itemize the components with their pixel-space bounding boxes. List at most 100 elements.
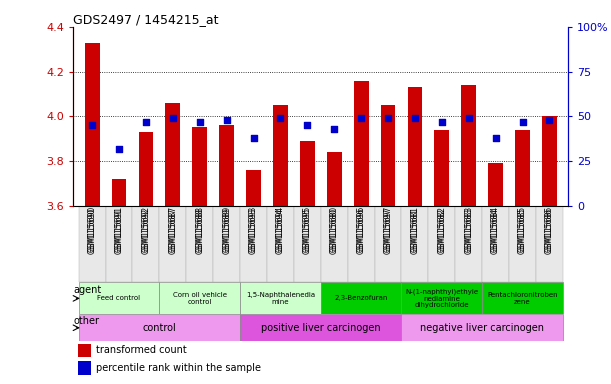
- Bar: [79, 206, 106, 282]
- Bar: [401, 282, 482, 314]
- Text: GSM115692: GSM115692: [141, 206, 150, 252]
- Text: N-(1-naphthyl)ethyle
nediamine
dihydrochloride: N-(1-naphthyl)ethyle nediamine dihydroch…: [405, 289, 478, 308]
- Bar: [381, 105, 395, 206]
- Bar: [85, 43, 100, 206]
- Bar: [192, 127, 207, 206]
- Text: Feed control: Feed control: [98, 295, 141, 301]
- Point: [276, 115, 285, 121]
- Bar: [78, 361, 90, 374]
- Point: [383, 115, 393, 121]
- Text: GSM115685: GSM115685: [518, 206, 527, 252]
- Text: GSM115694: GSM115694: [276, 206, 285, 252]
- Text: GSM115693: GSM115693: [249, 206, 258, 252]
- Text: GSM115697: GSM115697: [384, 206, 392, 252]
- Text: GSM115691: GSM115691: [114, 206, 123, 252]
- Point: [249, 135, 258, 141]
- Bar: [240, 206, 267, 282]
- Bar: [294, 206, 321, 282]
- Text: GSM115686: GSM115686: [545, 208, 554, 254]
- Text: GDS2497 / 1454215_at: GDS2497 / 1454215_at: [73, 13, 219, 26]
- Text: GSM115690: GSM115690: [87, 208, 97, 254]
- Text: agent: agent: [73, 285, 102, 295]
- Point: [114, 146, 124, 152]
- Bar: [267, 206, 294, 282]
- Text: GSM115692: GSM115692: [141, 208, 150, 254]
- Text: positive liver carcinogen: positive liver carcinogen: [261, 323, 381, 333]
- Bar: [159, 282, 240, 314]
- Bar: [348, 206, 375, 282]
- Text: GSM115684: GSM115684: [491, 208, 500, 254]
- Point: [168, 115, 178, 121]
- Bar: [455, 206, 482, 282]
- Point: [87, 122, 97, 128]
- Bar: [428, 206, 455, 282]
- Point: [437, 119, 447, 125]
- Bar: [186, 206, 213, 282]
- Text: GSM115683: GSM115683: [464, 206, 473, 252]
- Bar: [273, 105, 288, 206]
- Text: control: control: [142, 323, 176, 333]
- Text: GSM115688: GSM115688: [196, 208, 204, 254]
- Bar: [321, 282, 401, 314]
- Text: GSM115691: GSM115691: [114, 208, 123, 254]
- Bar: [542, 116, 557, 206]
- Bar: [133, 206, 159, 282]
- Bar: [482, 206, 509, 282]
- Bar: [536, 206, 563, 282]
- Bar: [300, 141, 315, 206]
- Bar: [509, 206, 536, 282]
- Bar: [78, 344, 90, 357]
- Bar: [482, 282, 563, 314]
- Text: Pentachloronitroben
zene: Pentachloronitroben zene: [487, 292, 558, 305]
- Bar: [139, 132, 153, 206]
- Bar: [327, 152, 342, 206]
- Text: GSM115697: GSM115697: [384, 208, 392, 254]
- Text: negative liver carcinogen: negative liver carcinogen: [420, 323, 544, 333]
- Point: [356, 115, 366, 121]
- Bar: [408, 87, 422, 206]
- Text: GSM115681: GSM115681: [411, 206, 419, 252]
- Bar: [375, 206, 401, 282]
- Text: GSM115681: GSM115681: [411, 208, 419, 254]
- Point: [329, 126, 339, 132]
- Text: GSM115684: GSM115684: [491, 206, 500, 252]
- Point: [491, 135, 500, 141]
- Text: GSM115696: GSM115696: [357, 206, 365, 252]
- Text: GSM115696: GSM115696: [357, 208, 365, 254]
- Point: [410, 115, 420, 121]
- Point: [222, 117, 232, 123]
- Point: [302, 122, 312, 128]
- Point: [141, 119, 151, 125]
- Bar: [240, 282, 321, 314]
- Text: 2,3-Benzofuran: 2,3-Benzofuran: [334, 295, 388, 301]
- Text: GSM115695: GSM115695: [303, 206, 312, 252]
- Bar: [166, 103, 180, 206]
- Text: GSM115687: GSM115687: [169, 208, 177, 254]
- Text: 1,5-Naphthalenedia
mine: 1,5-Naphthalenedia mine: [246, 292, 315, 305]
- Bar: [401, 314, 563, 341]
- Text: GSM115680: GSM115680: [330, 208, 338, 254]
- Point: [544, 117, 554, 123]
- Bar: [401, 206, 428, 282]
- Point: [464, 115, 474, 121]
- Text: GSM115689: GSM115689: [222, 208, 231, 254]
- Text: Corn oil vehicle
control: Corn oil vehicle control: [173, 292, 227, 305]
- Bar: [240, 314, 401, 341]
- Bar: [354, 81, 368, 206]
- Text: GSM115695: GSM115695: [303, 208, 312, 254]
- Text: GSM115687: GSM115687: [169, 206, 177, 252]
- Text: GSM115693: GSM115693: [249, 208, 258, 254]
- Bar: [219, 125, 234, 206]
- Bar: [213, 206, 240, 282]
- Text: GSM115686: GSM115686: [545, 206, 554, 252]
- Bar: [488, 163, 503, 206]
- Text: GSM115680: GSM115680: [330, 206, 338, 252]
- Bar: [106, 206, 133, 282]
- Text: GSM115694: GSM115694: [276, 208, 285, 254]
- Text: GSM115685: GSM115685: [518, 208, 527, 254]
- Text: GSM115682: GSM115682: [437, 208, 446, 254]
- Bar: [112, 179, 126, 206]
- Point: [518, 119, 527, 125]
- Bar: [321, 206, 348, 282]
- Bar: [461, 85, 476, 206]
